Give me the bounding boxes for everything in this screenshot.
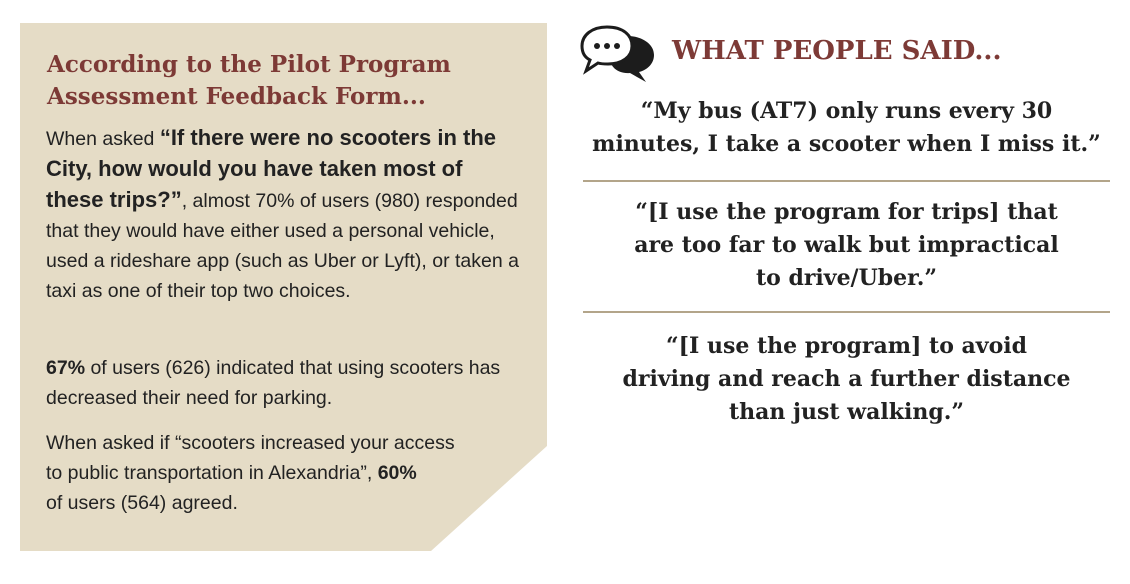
paragraph-parking: 67% of users (626) indicated that using … <box>46 353 531 413</box>
quote-driving: “[I use the program] to avoid driving an… <box>583 330 1110 429</box>
feedback-panel: According to the Pilot Program Assessmen… <box>20 23 547 551</box>
p1-intro: When asked <box>46 128 160 150</box>
quote-line: to drive/Uber.” <box>755 265 938 291</box>
quote-trips: “[I use the program for trips] that are … <box>583 196 1110 295</box>
quote-divider <box>583 180 1110 182</box>
p3-percent: 60% <box>377 462 417 484</box>
quote-line: “My bus (AT7) only runs every 30 <box>640 98 1053 124</box>
speech-bubbles-icon <box>580 25 654 82</box>
paragraph-transit-access: When asked if “scooters increased your a… <box>46 428 526 518</box>
p3-line-2: to public transportation in Alexandria”, <box>46 462 378 484</box>
feedback-panel-title: According to the Pilot Program Assessmen… <box>47 49 517 113</box>
quote-divider <box>583 311 1110 313</box>
title-line-2: Assessment Feedback Form... <box>47 83 426 110</box>
title-line-1: According to the Pilot Program <box>47 51 451 78</box>
p2-rest: of users (626) indicated that using scoo… <box>46 357 501 409</box>
quote-line: minutes, I take a scooter when I miss it… <box>592 131 1101 157</box>
quote-line: driving and reach a further distance <box>622 366 1071 392</box>
quote-line: “[I use the program for trips] that <box>635 199 1058 225</box>
paragraph-no-scooters: When asked “If there were no scooters in… <box>46 123 521 306</box>
quote-line: than just walking.” <box>728 399 965 425</box>
p1-rest: , almost 70% of users (980) responded th… <box>46 190 519 302</box>
p1-question: “If there were no scooters in the City, … <box>46 125 496 212</box>
quote-bus: “My bus (AT7) only runs every 30 minutes… <box>583 95 1110 161</box>
p2-percent: 67% <box>46 357 86 379</box>
p3-line-3: of users (564) agreed. <box>46 492 238 514</box>
testimonials-title: WHAT PEOPLE SAID... <box>672 36 1002 66</box>
quote-line: “[I use the program] to avoid <box>665 333 1028 359</box>
p3-line-1: When asked if “scooters increased your a… <box>46 432 455 454</box>
quote-line: are too far to walk but impractical <box>634 232 1059 258</box>
